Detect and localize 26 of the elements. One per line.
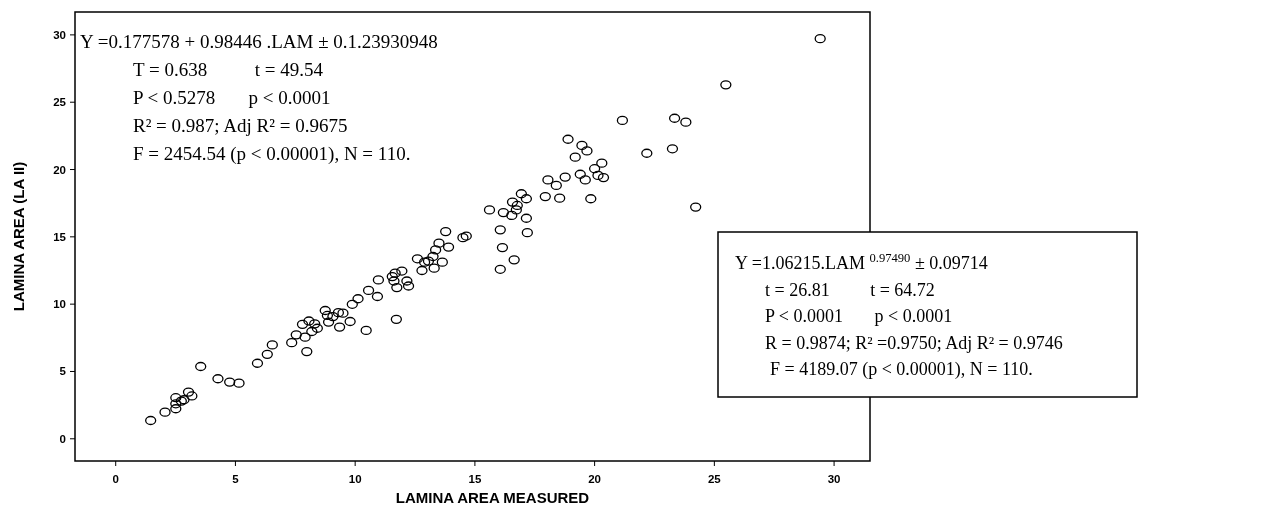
annotation: F = 4189.07 (p < 0.00001), N = 110. — [770, 359, 1033, 380]
y-tick-label: 0 — [59, 432, 66, 445]
x-tick-label: 30 — [827, 473, 841, 485]
y-tick-label: 5 — [59, 365, 67, 378]
x-tick-label: 25 — [707, 473, 722, 485]
y-tick-label: 10 — [53, 298, 66, 311]
annotation: R = 0.9874; R² =0.9750; Adj R² = 0.9746 — [765, 332, 1063, 353]
x-tick-label: 5 — [232, 473, 240, 485]
y-tick-label: 15 — [53, 230, 67, 243]
x-tick-label: 0 — [112, 473, 119, 485]
annotation: Y =0.177578 + 0.98446 .LAM ± 0.1.23930948 — [80, 31, 438, 52]
annotation: T = 0.638 t = 49.54 — [133, 59, 324, 80]
y-axis-title: LAMINA AREA (LA II) — [10, 161, 27, 312]
annotation: P < 0.5278 p < 0.0001 — [133, 87, 331, 108]
x-tick-label: 20 — [588, 473, 602, 485]
x-tick-label: 10 — [348, 473, 362, 485]
y-tick-label: 30 — [53, 28, 66, 41]
x-axis-title: LAMINA AREA MEASURED — [395, 489, 590, 506]
annotation: F = 2454.54 (p < 0.00001), N = 110. — [133, 143, 411, 165]
y-tick-label: 20 — [53, 163, 66, 176]
annotation: Y =1.06215.LAM $^{0.97490}$ ± 0.09714 — [735, 251, 988, 273]
annotation: P < 0.0001 p < 0.0001 — [765, 306, 953, 326]
x-tick-label: 15 — [468, 473, 482, 485]
annotation: t = 26.81 t = 64.72 — [765, 279, 935, 300]
annotation: R² = 0.987; Adj R² = 0.9675 — [133, 115, 348, 136]
y-tick-label: 25 — [53, 96, 67, 109]
